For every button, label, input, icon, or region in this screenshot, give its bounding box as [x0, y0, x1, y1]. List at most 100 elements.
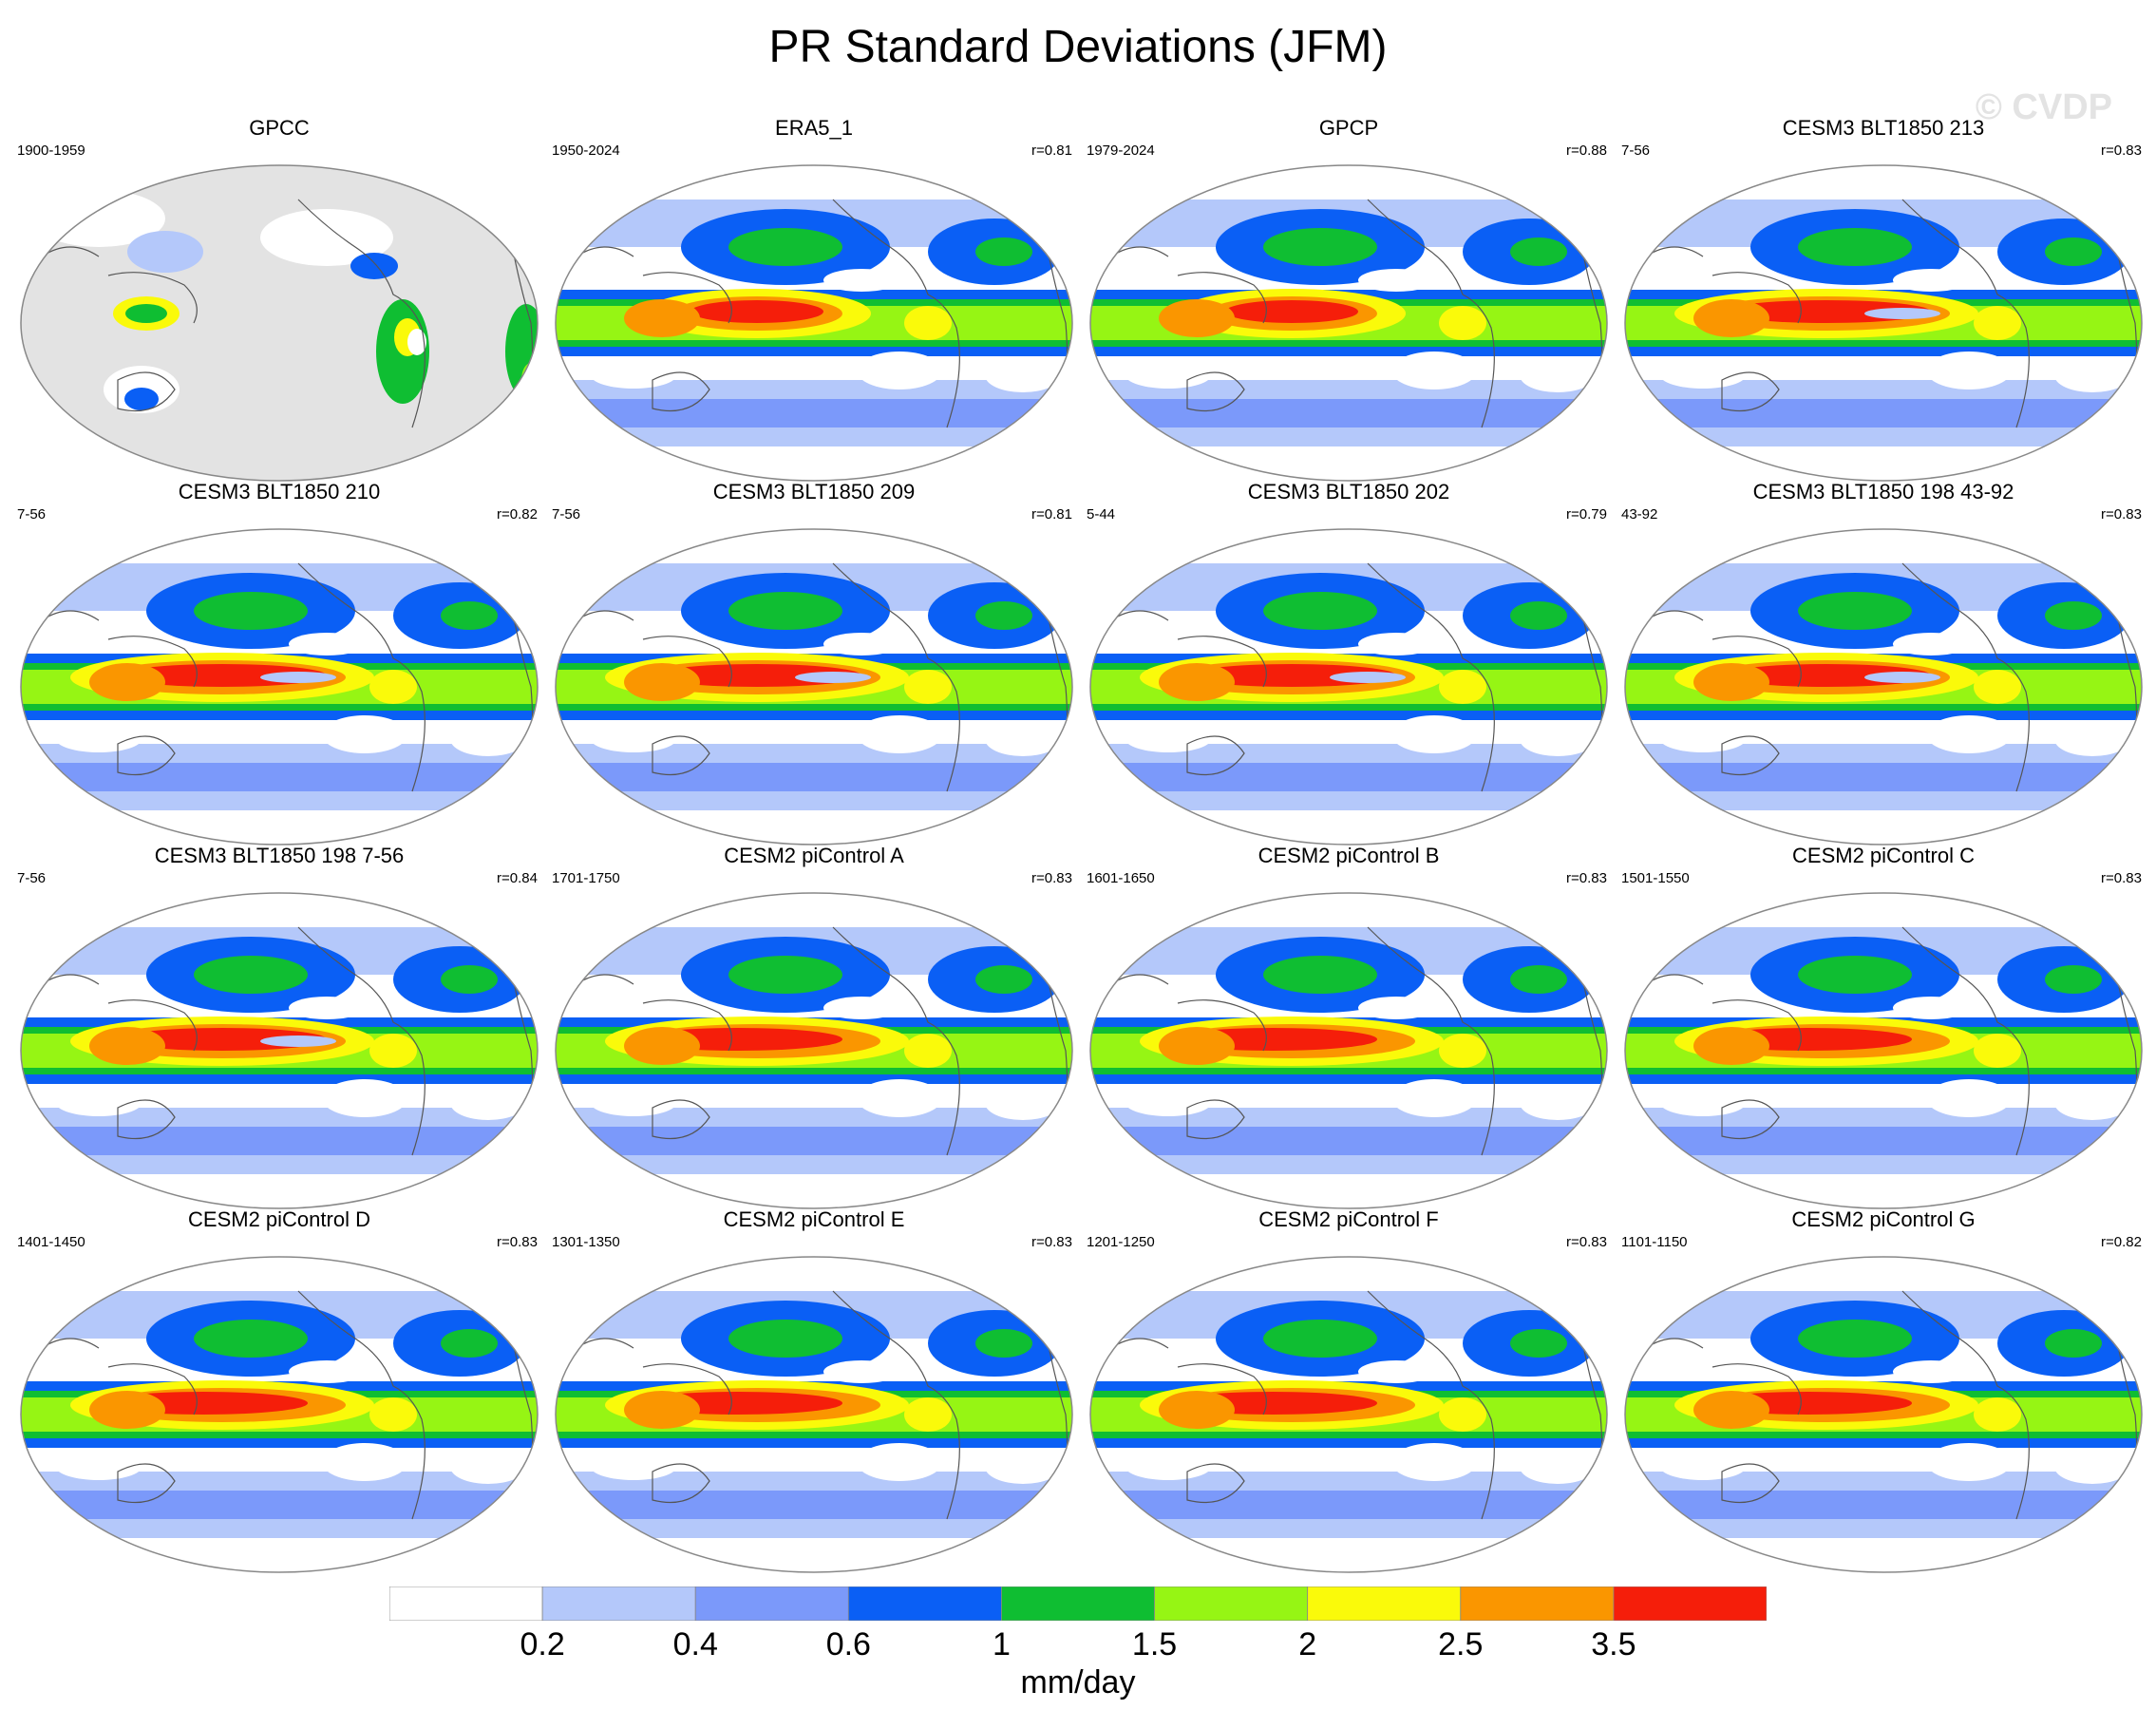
panel-period: 1601-1650: [1087, 870, 1155, 886]
map-outline: [1089, 1256, 1608, 1573]
dry-zone-ne-pacific: [1358, 633, 1434, 656]
land-east-asia: [127, 231, 203, 273]
coastline: [117, 1099, 176, 1140]
panel-period: 5-44: [1087, 506, 1116, 522]
panel-period: 7-56: [552, 506, 581, 522]
dry-zone-south-indian: [1660, 726, 1746, 752]
north-pacific-core: [1263, 956, 1377, 994]
coastline: [1186, 1463, 1245, 1504]
precip-field: [1625, 529, 2142, 845]
land-ne-brazil: [407, 329, 426, 355]
north-pacific-core: [1263, 228, 1377, 266]
precip-field: [556, 165, 1072, 481]
dry-zone-south-atlantic: [2054, 358, 2130, 392]
dry-zone-south-indian: [1125, 726, 1211, 752]
coastline: [832, 926, 960, 1156]
dry-zone-se-pacific: [322, 1443, 407, 1481]
coastline: [297, 562, 426, 792]
dry-zone-south-indian: [1660, 1454, 1746, 1480]
indian-ocean-max: [89, 1391, 165, 1429]
robinson-map: [20, 164, 539, 482]
map-outline: [1089, 892, 1608, 1209]
dry-zone-ne-pacific: [1358, 1360, 1434, 1383]
panel-title: CESM2 piControl B: [1258, 844, 1440, 867]
colorbar-segment: [1613, 1586, 1767, 1621]
coastline: [107, 1363, 198, 1416]
dry-zone-ne-pacific: [823, 997, 899, 1019]
map-panel: CESM3 BLT1850 210 7-56 r=0.82: [13, 478, 545, 848]
colorbar-segment: [389, 1586, 543, 1621]
panel-title: GPCP: [1318, 116, 1379, 140]
panel-title: CESM2 piControl C: [1792, 844, 1975, 867]
dry-zone-south-indian: [56, 726, 142, 752]
coastline: [117, 1463, 176, 1504]
indian-ocean-max: [624, 1391, 700, 1429]
north-atlantic-core: [1510, 601, 1567, 630]
coastline: [1177, 1363, 1267, 1416]
map-outline: [1089, 528, 1608, 846]
panel-pattern-correlation: r=0.84: [497, 870, 538, 886]
dry-zone-south-atlantic: [1520, 1450, 1596, 1484]
panel-period: 7-56: [17, 506, 47, 522]
panel-pattern-correlation: r=0.83: [1031, 870, 1072, 886]
sh-midlat-medium: [556, 399, 1072, 428]
dry-zone-south-atlantic: [985, 722, 1061, 756]
north-atlantic-core: [2045, 1329, 2102, 1358]
sh-midlat-medium: [556, 763, 1072, 791]
dry-zone-ne-pacific: [1893, 1360, 1969, 1383]
coastline: [642, 1363, 732, 1416]
sh-midlat-medium: [1625, 763, 2142, 791]
panel-title: CESM3 BLT1850 198 43-92: [1752, 480, 2014, 504]
map-panel: CESM2 piControl C 1501-1550 r=0.83: [1617, 842, 2149, 1212]
dry-zone-south-atlantic: [1520, 358, 1596, 392]
precip-field: [556, 1257, 1072, 1572]
robinson-map: [1624, 892, 2143, 1209]
north-atlantic-core: [441, 601, 498, 630]
panel-pattern-correlation: r=0.83: [1566, 1234, 1607, 1250]
coastline: [297, 1290, 426, 1520]
colorbar-segment: [694, 1586, 849, 1621]
map-panel: CESM3 BLT1850 198 43-92 43-92 r=0.83: [1617, 478, 2149, 848]
north-atlantic-core: [975, 1329, 1032, 1358]
atlantic-itcz: [369, 670, 417, 704]
panel-pattern-correlation: r=0.83: [1566, 870, 1607, 886]
panel-pattern-correlation: r=0.83: [1031, 1234, 1072, 1250]
colorbar-segment: [1460, 1586, 1615, 1621]
north-atlantic-core: [975, 238, 1032, 266]
precip-field: [1625, 893, 2142, 1208]
coastline: [1367, 926, 1495, 1156]
coastline: [642, 999, 732, 1052]
colorbar-units: mm/day: [1020, 1664, 1136, 1700]
dry-zone-se-pacific: [1926, 1079, 2012, 1117]
dry-zone-se-pacific: [857, 715, 942, 753]
precip-field: [21, 893, 538, 1208]
panel-pattern-correlation: r=0.83: [2101, 870, 2142, 886]
coastline: [107, 636, 198, 688]
dry-zone-se-pacific: [322, 1079, 407, 1117]
north-atlantic-core: [2045, 238, 2102, 266]
indian-ocean-max: [1693, 1391, 1769, 1429]
panel-pattern-correlation: r=0.83: [2101, 506, 2142, 522]
indian-ocean-max: [1693, 299, 1769, 337]
precip-field: [21, 529, 538, 845]
dry-zone-south-atlantic: [1520, 1086, 1596, 1120]
precip-field: [1625, 1257, 2142, 1572]
precip-field: [1090, 529, 1607, 845]
panel-pattern-correlation: r=0.82: [2101, 1234, 2142, 1250]
dry-zone-se-pacific: [857, 352, 942, 390]
dry-zone-ne-pacific: [823, 1360, 899, 1383]
panel-title: CESM3 BLT1850 198 7-56: [154, 844, 405, 867]
map-outline: [1624, 1256, 2143, 1573]
map-panel: CESM2 piControl F 1201-1250 r=0.83: [1083, 1206, 1615, 1576]
robinson-map: [555, 528, 1073, 846]
map-panel: ERA5_1 1950-2024 r=0.81: [548, 114, 1080, 484]
sh-midlat-medium: [21, 1491, 538, 1519]
dry-zone-se-pacific: [1391, 715, 1477, 753]
indian-ocean-max: [1159, 663, 1235, 701]
robinson-map: [20, 1256, 539, 1573]
dry-zone-south-atlantic: [985, 1450, 1061, 1484]
colorbar-tick-label: 0.6: [825, 1626, 871, 1662]
north-pacific-core: [1798, 592, 1912, 630]
sh-midlat-medium: [1090, 1491, 1607, 1519]
sh-midlat-medium: [556, 1127, 1072, 1155]
